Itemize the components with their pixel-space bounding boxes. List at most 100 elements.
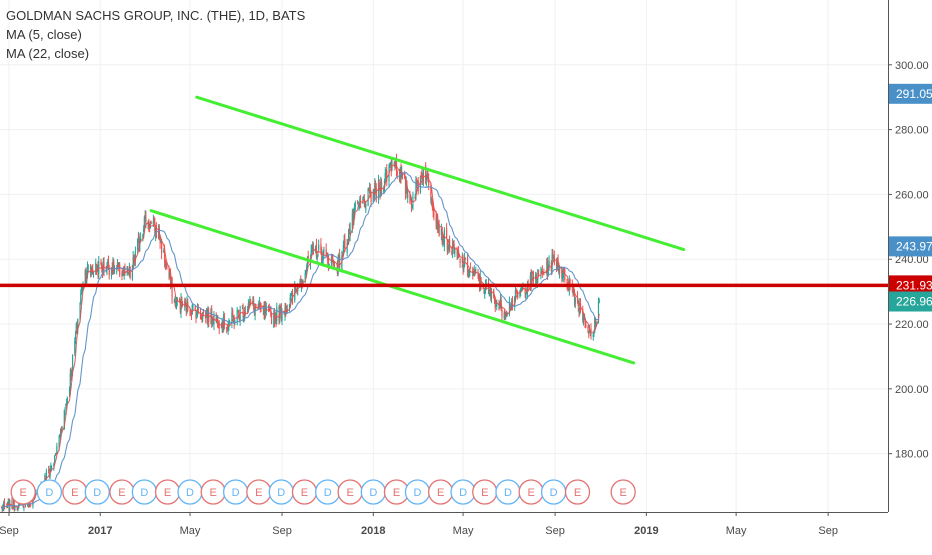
candle-body [419, 175, 422, 194]
price-tick-label: 180.00 [895, 449, 929, 461]
candle-body [210, 309, 212, 325]
candle-body [436, 217, 438, 224]
candle-body [438, 224, 440, 236]
candle [446, 223, 448, 239]
candle-body [316, 257, 318, 259]
candle-body [165, 263, 167, 267]
candle-body [153, 219, 155, 222]
dividend-event-marker[interactable]: D [223, 479, 249, 505]
earnings-event-marker[interactable]: E [337, 479, 363, 505]
candle-body [297, 284, 299, 292]
candle [338, 252, 340, 262]
earnings-event-marker[interactable]: E [10, 479, 36, 505]
candle [74, 337, 76, 357]
dividend-event-marker[interactable]: D [450, 479, 476, 505]
candle-body [117, 265, 119, 267]
dividend-event-marker[interactable]: D [268, 479, 294, 505]
earnings-event-marker[interactable]: E [564, 479, 591, 505]
dividend-event-marker[interactable]: D [360, 479, 386, 505]
dividend-event-marker[interactable]: D [131, 479, 158, 505]
candle-body [171, 278, 173, 299]
price-badge: 226.96 [889, 291, 932, 312]
earnings-event-marker[interactable]: E [518, 479, 544, 505]
candle-body [431, 203, 433, 204]
candle-body [238, 309, 240, 315]
earnings-event-marker[interactable]: E [610, 479, 636, 505]
candle [437, 213, 439, 233]
dividend-event-marker[interactable]: D [36, 479, 63, 505]
candle [331, 254, 333, 262]
candle-body [573, 292, 575, 294]
candle-body [35, 492, 37, 494]
candle-body [561, 269, 563, 278]
earnings-event-marker[interactable]: E [472, 479, 498, 505]
time-tick-label: 2017 [88, 525, 112, 537]
candle-body [300, 278, 302, 287]
dividend-event-marker[interactable]: D [315, 479, 341, 505]
candle [163, 248, 165, 254]
candle [307, 250, 309, 265]
earnings-event-marker[interactable]: E [291, 479, 318, 505]
candle [463, 264, 465, 273]
candle [431, 196, 433, 207]
dividend-event-marker[interactable]: D [540, 479, 567, 505]
candle-body [217, 318, 219, 328]
earnings-event-marker[interactable]: E [427, 479, 454, 505]
earnings-event-marker[interactable]: E [200, 479, 226, 505]
earnings-event-marker[interactable]: E [383, 479, 410, 505]
candle-body [452, 243, 454, 254]
symbol-title[interactable]: GOLDMAN SACHS GROUP, INC. (THE), 1D, BAT… [6, 8, 306, 23]
dividend-event-marker[interactable]: D [84, 479, 110, 505]
earnings-event-marker[interactable]: E [109, 479, 135, 505]
candle-body [447, 245, 449, 253]
candle [227, 320, 229, 336]
candle-body [16, 505, 18, 510]
candle-body [254, 305, 256, 316]
candle-body [60, 428, 62, 430]
candle [389, 162, 391, 169]
candle-body [64, 407, 66, 411]
candle-body [312, 246, 314, 248]
candle-body [551, 254, 553, 270]
candle-body [514, 290, 517, 297]
candle-body [221, 321, 223, 329]
candle-body [537, 268, 539, 280]
candle [3, 498, 6, 510]
candle [459, 258, 461, 268]
candle-body [196, 312, 198, 318]
candle-body [421, 174, 423, 180]
event-label: E [393, 487, 400, 499]
dividend-event-marker[interactable]: D [495, 479, 521, 505]
candle-body [163, 250, 166, 262]
candle [503, 310, 505, 321]
candle-body [8, 502, 10, 512]
time-tick-label: May [180, 525, 201, 537]
earnings-event-marker[interactable]: E [246, 479, 272, 505]
dividend-event-marker[interactable]: D [177, 479, 203, 505]
ma22-legend-label[interactable]: MA (22, close) [6, 46, 90, 61]
candle [260, 303, 262, 313]
earnings-event-marker[interactable]: E [154, 479, 181, 505]
candle [55, 452, 57, 456]
candle-body [410, 199, 412, 201]
candle-body [178, 298, 181, 303]
candle [66, 396, 68, 405]
candle-body [116, 263, 119, 267]
candle-body [594, 317, 596, 333]
dividend-event-marker[interactable]: D [404, 479, 431, 505]
candle-body [420, 176, 422, 178]
candle [461, 252, 463, 268]
earnings-event-marker[interactable]: E [62, 479, 88, 505]
candle-body [76, 325, 78, 329]
ma5-legend-label[interactable]: MA (5, close) [6, 27, 82, 42]
candle-body [294, 288, 297, 290]
time-tick-label: Sep [818, 525, 838, 537]
candle-body [250, 300, 252, 305]
candle [452, 238, 454, 259]
candle [356, 200, 359, 205]
candle-body [212, 321, 214, 325]
candle-body [433, 209, 435, 216]
price-badge-bg [889, 291, 932, 312]
